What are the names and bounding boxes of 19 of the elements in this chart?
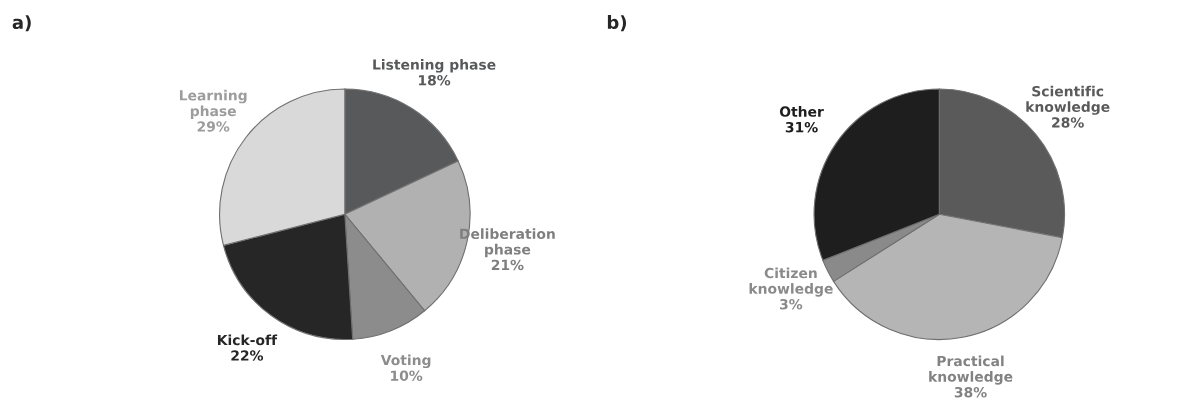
slice-label: Citizen knowledge xyxy=(749,267,833,297)
slice-label: Scientific knowledge xyxy=(1026,85,1110,115)
data-label: 10% xyxy=(391,370,423,381)
text: a) xyxy=(12,15,31,32)
data-label: 22% xyxy=(231,350,264,361)
slice-label: Other xyxy=(779,106,824,117)
data-label: 3% xyxy=(780,299,803,310)
slice-label: Kick-off xyxy=(217,334,278,346)
data-label: 28% xyxy=(1052,117,1084,128)
slice-label: Listening phase xyxy=(373,59,496,73)
slice-label: Voting xyxy=(380,354,431,369)
data-label: 31% xyxy=(785,121,818,133)
data-label: 18% xyxy=(419,74,451,86)
data-label: 21% xyxy=(491,259,524,271)
slice-label: Practical knowledge xyxy=(929,355,1013,385)
chart-title: b) xyxy=(607,15,627,32)
data-label: 38% xyxy=(954,387,987,398)
data-label: 29% xyxy=(197,121,230,132)
slice-label: Learning phase xyxy=(179,89,247,119)
